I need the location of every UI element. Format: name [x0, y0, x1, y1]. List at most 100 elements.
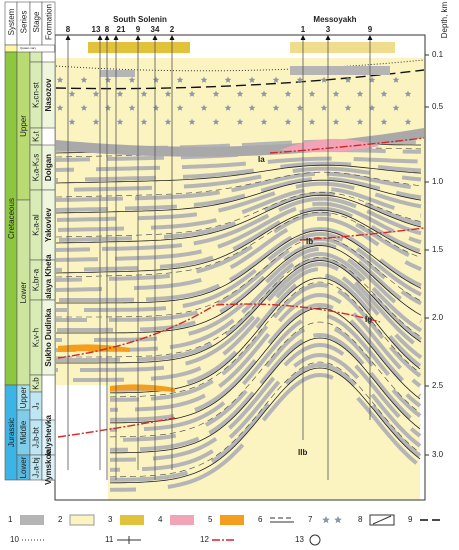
well-label: 34 [151, 25, 160, 34]
sand-band [55, 216, 422, 292]
series-label: Lower [19, 281, 28, 303]
formation-line [55, 209, 422, 274]
red-boundary [57, 303, 381, 359]
pink-lens [280, 138, 380, 153]
well-label: 2 [170, 25, 175, 34]
stage-label: J₂a-bj [32, 457, 41, 478]
annotation: IIb [298, 448, 307, 457]
sand-band [55, 211, 422, 282]
formation-line [55, 164, 422, 184]
formation-label: Sukho Dudinka [44, 308, 53, 367]
legend-swatch [220, 515, 244, 525]
star [344, 76, 352, 83]
well-label: 3 [326, 25, 331, 34]
star [380, 118, 388, 125]
star [200, 104, 208, 111]
sand-band [109, 362, 422, 482]
star [308, 90, 316, 97]
star [104, 104, 112, 111]
well-marker [97, 35, 103, 40]
legend-number: 8 [358, 515, 363, 524]
formation-line [55, 179, 422, 214]
well-marker [135, 35, 141, 40]
star [176, 104, 184, 111]
sand-band [109, 282, 422, 402]
annotation: Ia [258, 155, 265, 164]
stage-label: K₁b [32, 377, 41, 390]
shale-line [55, 171, 422, 198]
star [404, 90, 412, 97]
legend-number: 3 [108, 515, 113, 524]
well-marker [113, 35, 119, 40]
star [344, 104, 352, 111]
formation-line [56, 230, 422, 304]
orange-lens [58, 344, 130, 352]
star [212, 90, 220, 97]
star [56, 76, 64, 83]
well-marker [367, 35, 373, 40]
star [80, 104, 88, 111]
sand-band [55, 176, 422, 212]
sand-band [56, 266, 423, 382]
formation-label: Yakovlev [44, 207, 53, 242]
legend-number: 9 [408, 515, 413, 524]
formation-cell [41, 299, 56, 376]
well-label: 13 [92, 25, 101, 34]
well-marker [325, 35, 331, 40]
messoyakh-bar [290, 42, 395, 53]
star [272, 76, 280, 83]
formation-line [109, 367, 421, 484]
field-name: South Solenin [113, 15, 167, 24]
well-marker [65, 35, 71, 40]
legend-number: 12 [200, 535, 209, 544]
star [92, 118, 100, 125]
star [392, 104, 400, 111]
shale-line [109, 361, 421, 478]
stage-label: K₁br-a [32, 268, 41, 291]
sand-band [56, 236, 422, 322]
star [212, 118, 220, 125]
legend-number: 5 [208, 515, 213, 524]
legend-number: 4 [158, 515, 163, 524]
series-label: Middle [19, 420, 28, 444]
depth-tick-label: 2.0 [432, 313, 444, 322]
field-name: Messoyakh [313, 15, 356, 24]
depth-tick-label: 0.1 [432, 50, 444, 59]
red-boundary [269, 137, 425, 154]
sand-band [55, 191, 422, 242]
sand-band [56, 241, 423, 332]
dashed-line [55, 69, 425, 90]
formation-label: Malyshevka [44, 414, 53, 459]
star [68, 90, 76, 97]
sand-band [109, 332, 422, 452]
star [272, 104, 280, 111]
star [284, 90, 292, 97]
shale-line [109, 281, 421, 398]
star [380, 90, 388, 97]
sand-band [109, 372, 422, 492]
star [176, 76, 184, 83]
star [236, 118, 244, 125]
sand-band [109, 272, 422, 392]
legend-number: 1 [8, 515, 13, 524]
sand-band [56, 231, 422, 312]
star [224, 104, 232, 111]
series-label: Upper [19, 386, 28, 408]
star [116, 90, 124, 97]
formation-line [56, 245, 422, 334]
sand-band [55, 201, 422, 262]
legend-number: 7 [308, 515, 313, 524]
series-label: Lower [19, 456, 28, 478]
star [356, 90, 364, 97]
sand-band [55, 166, 422, 192]
star [164, 118, 172, 125]
gray-cap [290, 66, 390, 75]
star [236, 90, 244, 97]
star [200, 76, 208, 83]
well-label: 9 [136, 25, 141, 34]
star [140, 118, 148, 125]
formation-line [56, 260, 422, 364]
depth-tick-label: 1.0 [432, 177, 444, 186]
header-cell [41, 1, 56, 46]
